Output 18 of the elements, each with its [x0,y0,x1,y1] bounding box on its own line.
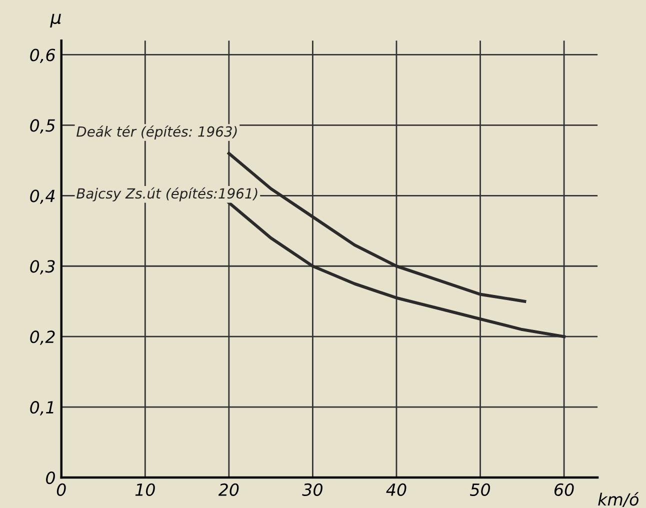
y-tick-label: 0,4 [30,190,55,204]
y-tick-label: 0,3 [30,260,55,274]
x-tick-label: 0 [56,483,66,496]
x-tick-label: 10 [135,483,155,496]
series-label: Deák tér (építés: 1963) [76,125,237,140]
x-axis-title: km/ó [598,492,639,508]
series-label: Bajcsy Zs.út (építés:1961) [76,187,258,202]
x-tick-label: 60 [554,483,574,496]
y-tick-label: 0,6 [30,48,56,63]
y-axis-title: μ [50,14,61,28]
y-tick-label: 0,1 [30,401,54,416]
x-tick-label: 20 [218,483,239,496]
x-tick-label: 30 [302,483,322,496]
y-tick-label: 0,2 [30,330,55,345]
y-tick-label: 0 [46,471,55,484]
x-tick-label: 40 [386,483,406,496]
x-tick-label: 50 [470,483,490,496]
y-tick-label: 0,5 [30,119,55,134]
